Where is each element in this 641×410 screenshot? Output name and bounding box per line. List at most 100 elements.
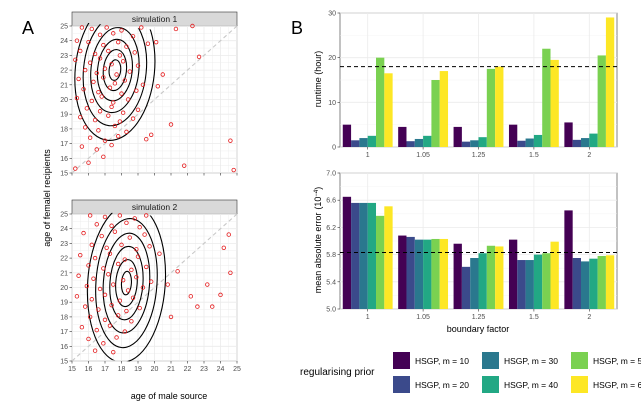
data-point bbox=[124, 44, 129, 49]
bar bbox=[406, 141, 415, 147]
bar bbox=[517, 260, 526, 309]
x-tick-label: 19 bbox=[134, 366, 142, 373]
density-contour bbox=[120, 270, 133, 296]
data-point bbox=[102, 317, 108, 323]
density-contour bbox=[96, 38, 133, 102]
bar bbox=[589, 258, 598, 309]
x-tick-label: 23 bbox=[200, 366, 208, 373]
data-point bbox=[91, 79, 96, 85]
data-point bbox=[92, 255, 98, 261]
data-point bbox=[117, 213, 123, 218]
data-point bbox=[96, 89, 101, 95]
data-point bbox=[168, 314, 174, 320]
data-point bbox=[84, 283, 90, 289]
bar bbox=[572, 258, 581, 309]
legend-swatch bbox=[571, 352, 588, 369]
data-point bbox=[87, 314, 93, 320]
data-point bbox=[99, 94, 104, 99]
x-tick-label: 1.05 bbox=[416, 152, 430, 159]
scatter-panel-simulation-2: simulation 2 15 16 17 18 19 20 21 22 23 24 25 15 16 17… bbox=[60, 199, 241, 373]
bar bbox=[597, 255, 606, 309]
bar bbox=[398, 235, 407, 309]
data-point bbox=[81, 230, 86, 236]
data-point bbox=[112, 123, 118, 129]
data-point bbox=[107, 251, 113, 256]
data-point bbox=[97, 286, 103, 292]
data-point bbox=[135, 63, 141, 68]
data-point bbox=[115, 313, 121, 318]
x-tick-label: 25 bbox=[233, 366, 241, 373]
data-point bbox=[102, 138, 108, 143]
y-tick-label: 24 bbox=[60, 226, 68, 233]
data-point bbox=[78, 252, 83, 258]
legend-swatch bbox=[571, 376, 588, 393]
data-point bbox=[122, 257, 127, 262]
data-point bbox=[132, 216, 137, 221]
data-point bbox=[120, 110, 126, 115]
data-point bbox=[97, 32, 103, 38]
data-point bbox=[145, 41, 151, 46]
data-point bbox=[79, 144, 85, 149]
bar bbox=[564, 210, 573, 309]
data-point bbox=[132, 50, 137, 55]
data-point bbox=[76, 76, 81, 82]
bar bbox=[461, 266, 471, 309]
bar bbox=[342, 196, 352, 309]
identity-reference-line bbox=[71, 25, 238, 174]
density-contour bbox=[74, 21, 156, 141]
scatter-y-axis-title: age of femalel recipients bbox=[42, 149, 52, 247]
legend-item-label: HSGP, m = 20 bbox=[415, 380, 469, 390]
data-point bbox=[89, 26, 94, 32]
bar bbox=[605, 17, 615, 147]
data-point bbox=[82, 125, 88, 130]
bar bbox=[580, 261, 590, 309]
data-point bbox=[115, 39, 121, 45]
data-point bbox=[144, 136, 149, 142]
density-contour bbox=[102, 232, 151, 334]
x-tick-label: 15 bbox=[68, 366, 76, 373]
data-point bbox=[74, 95, 80, 101]
y-tick-label: 16 bbox=[60, 156, 68, 163]
bar bbox=[572, 139, 581, 147]
data-point bbox=[74, 294, 80, 299]
data-point bbox=[144, 213, 149, 218]
data-point bbox=[97, 109, 103, 114]
bar bbox=[478, 253, 487, 309]
legend-item-label: HSGP, m = 30 bbox=[504, 356, 558, 366]
bar bbox=[439, 238, 449, 309]
bar bbox=[495, 66, 504, 147]
bar bbox=[478, 137, 487, 147]
legend-swatch bbox=[482, 376, 499, 393]
x-tick-label: 1.25 bbox=[472, 152, 486, 159]
data-point bbox=[111, 282, 116, 287]
facet-strip-label: simulation 2 bbox=[132, 202, 178, 212]
bar bbox=[486, 245, 496, 309]
data-point bbox=[134, 275, 139, 280]
mae-y-axis-title: mean absolute error (10−4) bbox=[313, 187, 323, 293]
data-point bbox=[135, 254, 141, 259]
legend-swatch bbox=[393, 352, 410, 369]
data-point bbox=[92, 51, 98, 57]
y-tick-label: 20 bbox=[328, 55, 336, 62]
data-point bbox=[130, 34, 136, 39]
bar bbox=[351, 202, 360, 309]
data-point bbox=[157, 251, 162, 256]
data-point bbox=[79, 324, 85, 330]
density-contour bbox=[90, 27, 140, 114]
y-tick-label: 20 bbox=[60, 285, 68, 292]
data-point bbox=[160, 72, 165, 77]
data-point bbox=[117, 53, 123, 58]
data-point bbox=[147, 244, 152, 249]
y-tick-label: 21 bbox=[60, 82, 68, 89]
bar bbox=[384, 73, 393, 147]
data-point bbox=[94, 327, 99, 333]
data-point bbox=[190, 23, 195, 29]
data-point bbox=[122, 78, 127, 83]
data-point bbox=[165, 282, 170, 287]
data-point bbox=[134, 88, 139, 93]
x-tick-label: 1.5 bbox=[529, 152, 539, 159]
bar bbox=[597, 55, 606, 147]
data-point bbox=[124, 129, 129, 135]
bar bbox=[486, 68, 496, 147]
